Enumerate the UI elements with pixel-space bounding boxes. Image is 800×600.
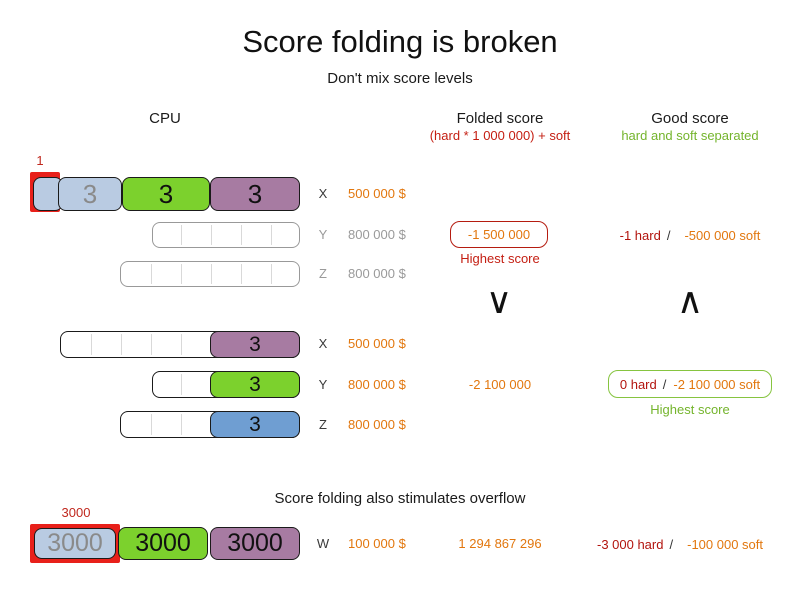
good-highest-score-note: Highest score (650, 402, 730, 417)
cpu-row-label: W (316, 536, 330, 551)
good-score-separator: / (662, 376, 667, 392)
cpu-row-cost: 500 000 $ (348, 186, 406, 201)
overflow-marker-3000: 3000 (61, 505, 91, 520)
greater-than-icon: ∨ (485, 280, 513, 321)
good-score-box: 0 hard / -2 100 000 soft (608, 370, 772, 398)
task-segment-green: 3000 (118, 527, 208, 560)
cpu-row-cost: 800 000 $ (348, 266, 406, 281)
cell-divider (151, 264, 152, 284)
cell-divider (151, 414, 152, 435)
cpu-row-label: X (318, 336, 328, 351)
section-heading-overflow: Score folding also stimulates overflow (274, 490, 526, 507)
task-segment-blue: 3000 (34, 528, 116, 559)
good-score-separator: / (669, 536, 674, 552)
cell-divider (91, 334, 92, 355)
cell-divider (181, 264, 182, 284)
cell-divider (241, 264, 242, 284)
good-score-soft: -500 000 soft (684, 227, 761, 243)
task-segment-purple: 3 (210, 177, 300, 211)
cell-divider (181, 334, 182, 355)
cpu-row-cost: 800 000 $ (348, 227, 406, 242)
task-segment-blue: 3 (210, 411, 300, 438)
cpu-row-cost: 100 000 $ (348, 536, 406, 551)
task-segment-green: 3 (210, 371, 300, 398)
cpu-row-cost: 800 000 $ (348, 417, 406, 432)
good-score-hard: -3 000 hard (596, 536, 664, 552)
cpu-row-label: Z (319, 417, 327, 432)
good-score-row: -1 hard / -500 000 soft (600, 227, 780, 243)
cell-divider (241, 225, 242, 245)
cell-divider (121, 334, 122, 355)
folded-score-box: -1 500 000 (450, 221, 548, 248)
cpu-row-label: Z (319, 266, 327, 281)
column-subheader-good-desc: hard and soft separated (621, 128, 759, 143)
page-title: Score folding is broken (242, 24, 558, 59)
folded-highest-score-note: Highest score (460, 251, 540, 266)
page-subtitle: Don't mix score levels (327, 70, 473, 87)
cpu-row-label: X (318, 186, 328, 201)
folded-score-value: 1 294 867 296 (458, 536, 542, 551)
cpu-row-label: Y (318, 227, 328, 242)
cpu-row-cost: 500 000 $ (348, 336, 406, 351)
cell-divider (151, 334, 152, 355)
cell-divider (211, 264, 212, 284)
task-segment-green: 3 (122, 177, 210, 211)
cell-divider (211, 225, 212, 245)
task-segment-blue: 3 (58, 177, 122, 211)
task-segment-purple: 3000 (210, 527, 300, 560)
column-header-cpu: CPU (149, 110, 181, 127)
cell-divider (181, 225, 182, 245)
good-score-soft: -2 100 000 soft (673, 376, 761, 392)
cell-divider (271, 225, 272, 245)
task-segment-purple: 3 (210, 331, 300, 358)
column-header-good-score: Good score (651, 110, 729, 127)
less-than-icon: ∧ (676, 280, 704, 321)
empty-cpu-bar (152, 222, 300, 248)
cpu-row-cost: 800 000 $ (348, 377, 406, 392)
good-score-hard: 0 hard (619, 376, 657, 392)
good-score-soft: -100 000 soft (687, 536, 763, 552)
column-subheader-folded-formula: (hard * 1 000 000) + soft (429, 128, 571, 143)
empty-cpu-bar (120, 261, 300, 287)
cell-divider (271, 264, 272, 284)
good-score-separator: / (666, 227, 671, 243)
good-score-hard: -1 hard (619, 227, 661, 243)
folded-score-value: -2 100 000 (468, 377, 532, 392)
overflow-marker-1: 1 (36, 153, 44, 168)
cell-divider (181, 414, 182, 435)
cell-divider (181, 374, 182, 395)
good-score-row: -3 000 hard / -100 000 soft (580, 536, 780, 552)
cpu-row-label: Y (318, 377, 328, 392)
column-header-folded-score: Folded score (456, 110, 544, 127)
